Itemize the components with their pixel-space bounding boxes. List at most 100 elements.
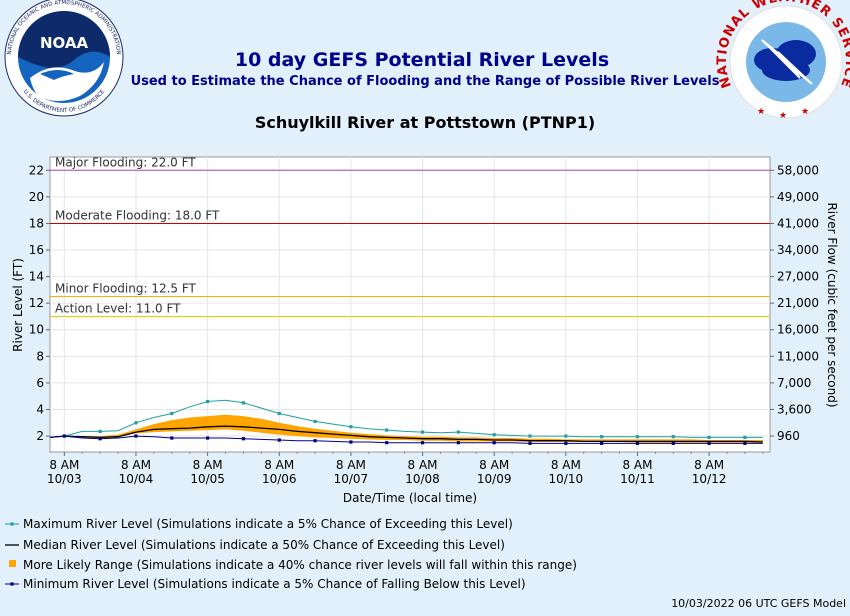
nws-logo: NATIONAL WEATHER SERVICE ★ ★ ★ (715, 0, 850, 121)
max-point (456, 430, 460, 434)
min-point (707, 441, 711, 445)
legend-label-max: Maximum River Level (Simulations indicat… (23, 517, 513, 531)
max-point (385, 428, 389, 432)
threshold-label-action-level: Action Level: 11.0 FT (55, 301, 181, 315)
x-tick-time-label: 8 AM (49, 458, 79, 472)
nws-star-right-icon: ★ (801, 107, 809, 117)
max-point (707, 435, 711, 439)
legend-item-max: Maximum River Level (Simulations indicat… (5, 517, 513, 531)
min-point (313, 439, 317, 443)
y-tick-label: 8 (36, 349, 44, 363)
model-credit: 10/03/2022 06 UTC GEFS Model (671, 597, 846, 610)
y2-tick-label: 49,000 (777, 190, 819, 204)
x-tick-time-label: 8 AM (193, 458, 223, 472)
y2-tick-label: 21,000 (777, 296, 819, 310)
grid-layer (50, 157, 770, 452)
y-tick-label: 18 (29, 216, 44, 230)
min-point (98, 437, 102, 441)
page-title: 10 day GEFS Potential River Levels (235, 49, 609, 71)
y-tick-label: 2 (36, 429, 44, 443)
x-tick-date-label: 10/05 (190, 472, 225, 486)
y-tick-label: 16 (29, 243, 44, 257)
x-axis-label: Date/Time (local time) (343, 491, 477, 505)
nws-star-center-icon: ★ (779, 111, 787, 121)
max-point (206, 399, 210, 404)
y2-tick-label: 27,000 (777, 270, 819, 284)
legend-label-min: Minimum River Level (Simulations indicat… (23, 577, 526, 591)
min-point (456, 441, 460, 445)
x-tick-time-label: 8 AM (479, 458, 509, 472)
y-tick-label: 4 (36, 402, 44, 416)
x-tick-time-label: 8 AM (264, 458, 294, 472)
y-tick-label: 20 (29, 190, 44, 204)
threshold-label-moderate-flooding: Moderate Flooding: 18.0 FT (55, 208, 220, 222)
y-tick-label: 10 (29, 323, 44, 337)
page-subtitle: Used to Estimate the Chance of Flooding … (131, 74, 720, 89)
y-tick-label: 14 (29, 270, 44, 284)
max-point (671, 435, 675, 439)
x-tick-time-label: 8 AM (551, 458, 581, 472)
y2-tick-label: 16,000 (777, 323, 819, 337)
max-point (277, 411, 281, 416)
threshold-label-major-flooding: Major Flooding: 22.0 FT (55, 155, 196, 169)
series-layer (49, 399, 763, 445)
x-tick-time-label: 8 AM (121, 458, 151, 472)
min-point (492, 441, 496, 445)
y2-tick-label: 960 (777, 429, 800, 443)
x-tick-time-label: 8 AM (336, 458, 366, 472)
min-point (600, 441, 604, 445)
min-point (528, 441, 532, 445)
min-point (277, 438, 281, 442)
max-point (349, 425, 353, 429)
x-tick-date-label: 10/07 (334, 472, 369, 486)
series-maximum-line (49, 399, 763, 438)
min-point (206, 436, 210, 440)
legend-label-median: Median River Level (Simulations indicate… (23, 538, 505, 552)
y-tick-label: 6 (36, 376, 44, 390)
threshold-label-minor-flooding: Minor Flooding: 12.5 FT (55, 282, 197, 296)
y-tick-label: 22 (29, 163, 44, 177)
legend-label-range: More Likely Range (Simulations indicate … (23, 558, 577, 572)
axis-layer: 2 4 6 8 10 12 14 16 18 20 22 960 3,600 7,000 11,000 16,… (29, 163, 819, 486)
y2-tick-label: 41,000 (777, 216, 819, 230)
min-point (241, 437, 246, 441)
legend-swatch-range (9, 560, 16, 567)
x-tick-date-label: 10/12 (692, 472, 727, 486)
legend-item-min: Minimum River Level (Simulations indicat… (5, 577, 526, 591)
series-more-likely-range (50, 414, 763, 443)
threshold-layer: Major Flooding: 22.0 FT Moderate Flooding… (50, 155, 770, 317)
y2-tick-label: 11,000 (777, 349, 819, 363)
y2-tick-label: 58,000 (777, 163, 819, 177)
x-tick-date-label: 10/06 (262, 472, 297, 486)
legend-marker-min (10, 582, 14, 586)
min-point (170, 436, 174, 440)
legend-marker-max (10, 522, 14, 526)
y2-tick-label: 7,000 (777, 376, 811, 390)
chart-title: Schuylkill River at Pottstown (PTNP1) (255, 113, 595, 132)
x-tick-time-label: 8 AM (694, 458, 724, 472)
legend-item-median: Median River Level (Simulations indicate… (5, 538, 505, 552)
series-median-line (49, 425, 763, 443)
x-tick-date-label: 10/10 (549, 472, 584, 486)
max-point (635, 435, 640, 439)
min-point (635, 441, 640, 445)
nws-star-left-icon: ★ (757, 107, 765, 117)
max-point (564, 434, 568, 438)
x-tick-date-label: 10/03 (47, 472, 82, 486)
x-tick-date-label: 10/11 (620, 472, 655, 486)
max-point (313, 419, 317, 424)
y-axis-label: River Level (FT) (11, 258, 25, 352)
min-point (743, 441, 747, 445)
y-tick-label: 12 (29, 296, 44, 310)
max-point (241, 401, 246, 405)
max-point (134, 421, 138, 425)
max-point (420, 430, 425, 434)
x-tick-date-label: 10/04 (119, 472, 154, 486)
legend-item-range: More Likely Range (Simulations indicate … (9, 558, 577, 572)
series-minimum-line (49, 435, 763, 444)
y2-tick-label: 3,600 (777, 402, 811, 416)
min-point (134, 434, 138, 438)
max-point (528, 434, 532, 438)
